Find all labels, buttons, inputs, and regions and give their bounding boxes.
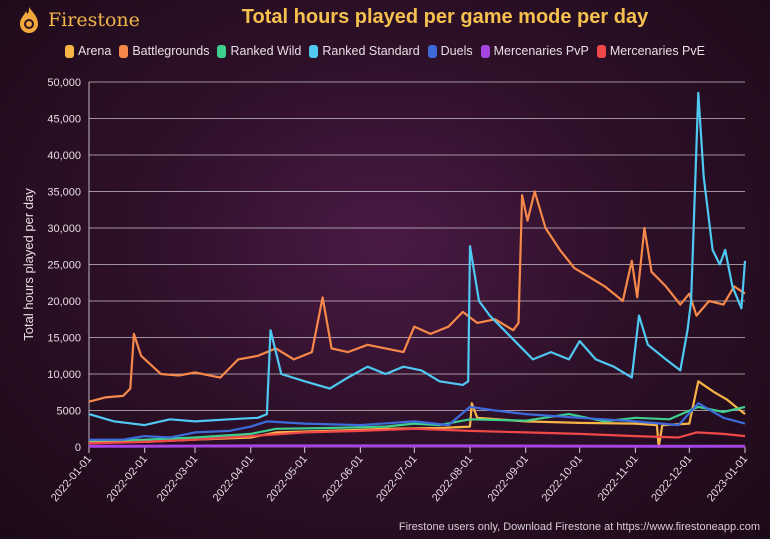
y-tick-label: 0 [75,442,81,454]
legend-label: Duels [440,44,473,58]
legend-swatch [596,44,606,58]
x-tick-label: 2022-12-01 [649,453,694,504]
x-tick-label: 2022-10-01 [540,453,585,504]
x-tick-label: 2022-02-01 [105,453,150,504]
legend-label: Mercenaries PvP [493,44,589,58]
legend-label: Ranked Standard [322,44,420,58]
x-tick-label: 2022-01-01 [49,453,94,504]
y-tick-label: 20,000 [47,296,81,308]
y-tick-label: 10,000 [47,369,81,381]
legend-item[interactable]: Ranked Wild [217,44,301,58]
legend-item[interactable]: Battlegrounds [119,44,209,58]
x-tick-label: 2022-04-01 [211,453,256,504]
series-line-duels [89,402,746,441]
legend-swatch [217,44,227,58]
legend-label: Battlegrounds [132,44,210,58]
x-tick-label: 2022-06-01 [320,453,365,504]
y-tick-label: 50,000 [47,77,81,89]
firestone-logo: Firestone [18,6,140,34]
legend-item[interactable]: Ranked Standard [309,44,420,58]
x-tick-label: 2022-07-01 [374,453,419,504]
y-tick-label: 40,000 [47,150,81,162]
legend-label: Arena [77,44,112,58]
y-tick-label: 45,000 [47,114,81,126]
legend-swatch [309,44,319,58]
flame-icon [20,7,38,33]
brand-name: Firestone [48,9,140,31]
x-tick-label: 2022-11-01 [596,453,641,503]
series-line-mercenaries-pve [88,427,746,445]
legend-item[interactable]: Arena [64,44,112,58]
series-line-ranked-wild [88,405,746,442]
legend-label: Ranked Wild [230,44,302,58]
legend-item[interactable]: Mercenaries PvP [480,44,589,58]
y-tick-label: 15,000 [47,333,81,345]
x-tick-label: 2023-01-01 [705,453,750,504]
chart-legend: Arena Battlegrounds Ranked Wild Ranked Stan… [0,44,770,58]
x-tick-label: 2022-03-01 [155,453,200,504]
footer-note: Firestone users only, Download Firestone… [398,521,760,533]
legend-item[interactable]: Mercenaries PvE [596,44,705,58]
x-tick-label: 2022-05-01 [265,453,310,504]
x-tick-label: 2022-09-01 [486,453,531,504]
y-tick-label: 25,000 [47,260,81,272]
y-tick-label: 35,000 [47,187,81,199]
legend-swatch [480,44,490,58]
y-tick-label: 5000 [57,406,81,418]
legend-swatch [119,44,129,58]
legend-item[interactable]: Duels [427,44,473,58]
y-tick-label: 30,000 [47,223,81,235]
y-axis-label: Total hours played per day [21,188,36,341]
legend-swatch [64,44,74,58]
legend-swatch [427,44,437,58]
legend-label: Mercenaries PvE [609,44,705,58]
chart-title: Total hours played per game mode per day [241,6,649,28]
series-line-ranked-standard [88,91,747,427]
x-tick-label: 2022-08-01 [430,453,475,504]
